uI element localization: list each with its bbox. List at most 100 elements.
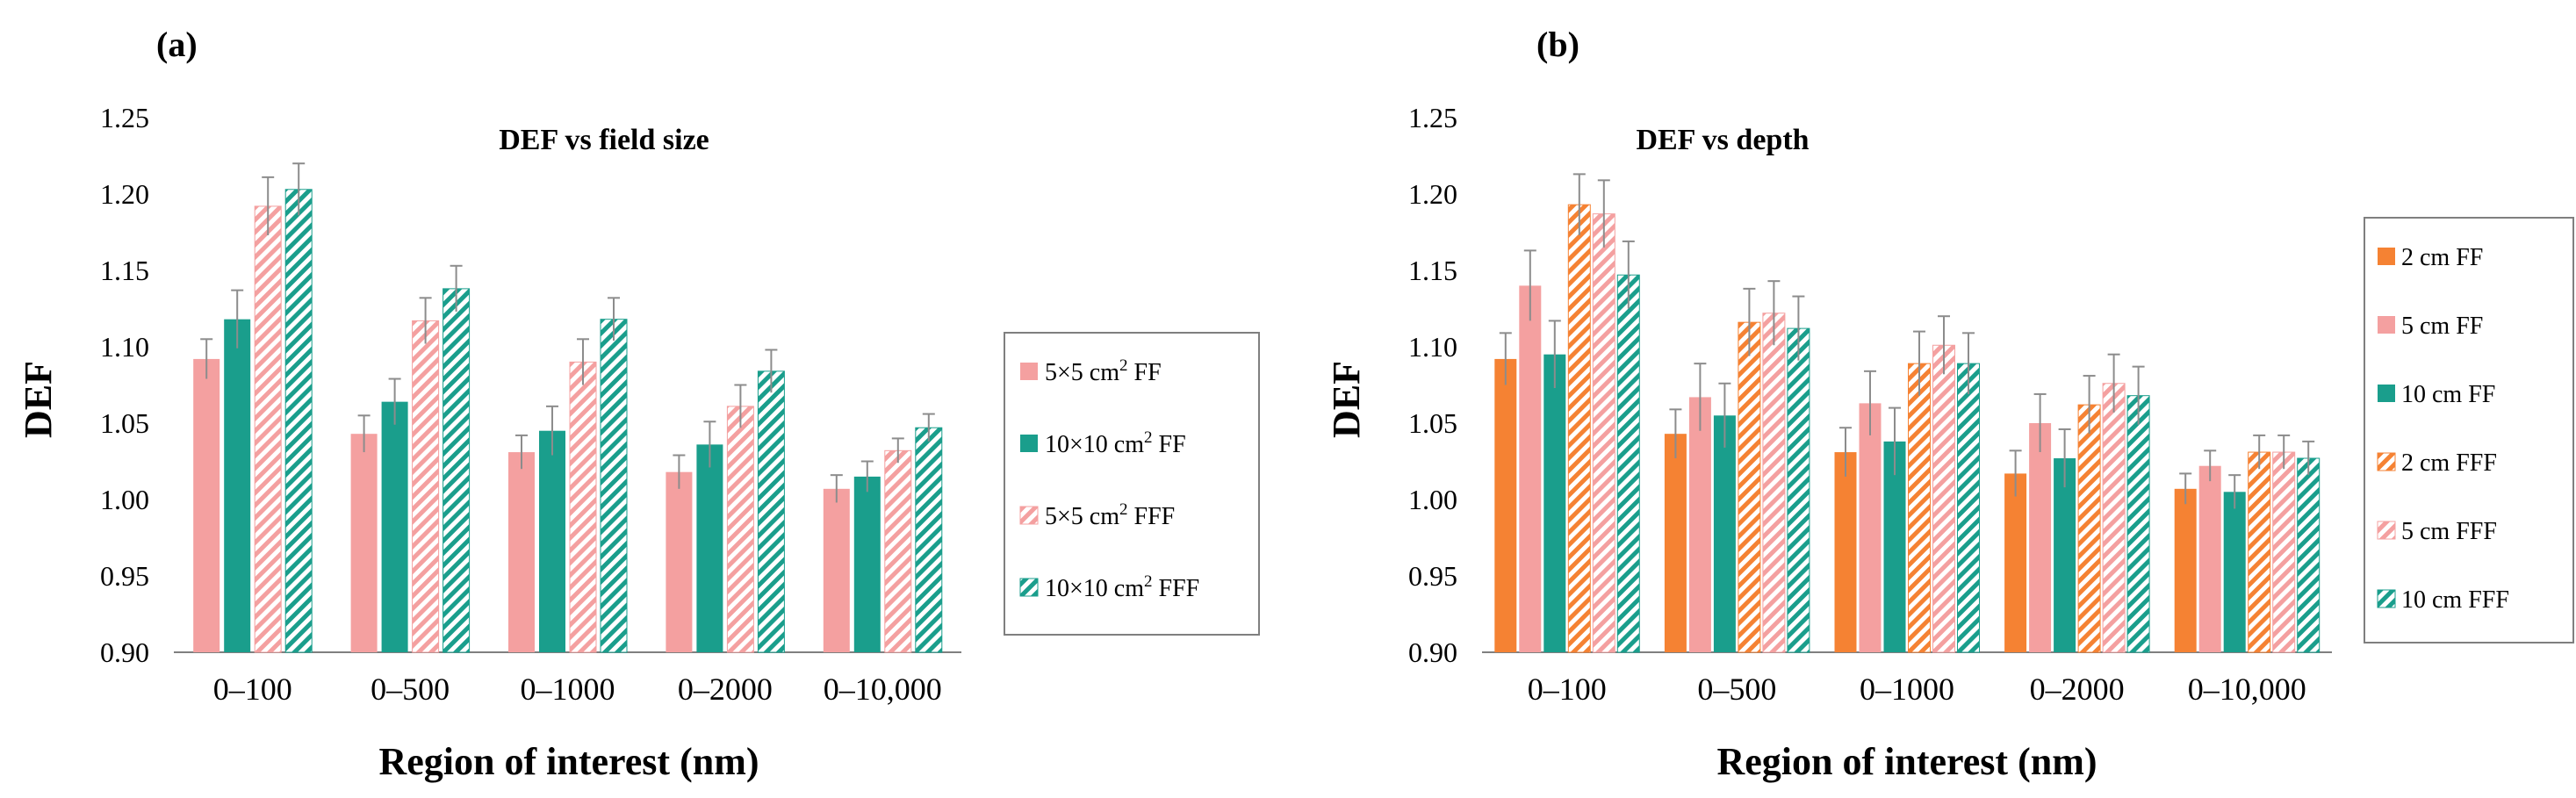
panel-b-bar [1883, 441, 1906, 652]
panel-a-y-tick-label: 1.10 [100, 331, 149, 363]
panel-b-bar [2102, 383, 2126, 653]
panel-b-bar [2054, 458, 2076, 652]
panel-b-legend-swatch [2377, 452, 2396, 471]
panel-b-legend-label-name: 5 cm FFF [2401, 518, 2497, 545]
panel-b-title: DEF vs depth [1636, 124, 1809, 156]
panel-b-bar [1859, 403, 1882, 652]
panel-a-y-tick-label: 1.00 [100, 484, 149, 515]
panel-b-y-tick-label: 1.15 [1408, 255, 1457, 286]
panel-b-legend-swatch [2377, 589, 2396, 608]
panel-b-legend-label: 2 cm FF [2401, 244, 2483, 271]
panel-a-label: (a) [156, 25, 198, 64]
panel-b-bar [1494, 358, 1517, 652]
panel-b-bar [2029, 423, 2052, 652]
panel-b-y-tick-label: 1.25 [1408, 102, 1457, 133]
panel-b-y-tick-label: 1.05 [1408, 407, 1457, 439]
panel-b-bars [1494, 173, 2321, 653]
panel-a-y-tick-label: 0.95 [100, 560, 149, 592]
panel-b-bar [2248, 451, 2271, 653]
panel-b-bar [1543, 354, 1566, 652]
panel-a-bar [915, 427, 943, 653]
panel-a-legend-label-name: 5×5 cm [1045, 503, 1119, 530]
panel-a-legend: 5×5 cm2 FF 10×10 cm 2 FF 5×5 cm2 FFF 10×10 c… [1004, 332, 1260, 636]
panel-a-bars [193, 162, 943, 653]
panel-b-bar [1519, 285, 1542, 652]
panel-b-bar [1908, 363, 1931, 653]
panel-a-legend-swatch [1019, 506, 1039, 525]
panel-b-legend-label: 10 cm FF [2401, 381, 2495, 408]
panel-a-legend-label-suffix: FF [1153, 431, 1186, 458]
panel-a-category-label: 0–2000 [678, 672, 773, 707]
panel-a-x-axis-title: Region of interest (nm) [379, 740, 759, 783]
panel-a-legend-label-suffix: FFF [1153, 575, 1200, 602]
panel-b-legend-label-name: 10 cm FF [2401, 381, 2495, 408]
panel-b-legend-label: 2 cm FFF [2401, 449, 2497, 477]
panel-b-legend-swatch [2377, 521, 2396, 540]
panel-b-label: (b) [1536, 25, 1579, 64]
panel-a-category-label: 0–10,000 [824, 672, 942, 707]
panel-a-category-label: 0–100 [213, 672, 292, 707]
panel-b-category-label: 0–500 [1697, 672, 1776, 707]
panel-a-bar [726, 406, 754, 653]
panel-a-legend-label-suffix: FFF [1128, 503, 1176, 530]
panel-b-y-tick-label: 1.20 [1408, 178, 1457, 210]
panel-a-bar [823, 488, 850, 652]
panel-b-bar [2126, 395, 2150, 653]
panel-b-y-tick-label: 0.90 [1408, 636, 1457, 668]
panel-b-bar [2223, 492, 2246, 652]
panel-a-bar [381, 401, 408, 652]
panel-b-bar [1738, 321, 1761, 653]
panel-a-legend-swatch [1019, 578, 1039, 597]
panel-a-legend-label-name: 5×5 cm [1045, 359, 1119, 386]
panel-b-bar [1592, 213, 1615, 653]
panel-b-legend-label-name: 2 cm FF [2401, 244, 2483, 271]
panel-a-bar [224, 319, 251, 652]
panel-b-bar [1713, 415, 1736, 652]
panel-b-legend-label-name: 5 cm FF [2401, 313, 2483, 340]
panel-a-bar [757, 370, 785, 653]
panel-b-bar [1567, 204, 1591, 653]
panel-a-y-tick-label: 1.20 [100, 178, 149, 210]
panel-a-legend-label-name: 10×10 cm [1045, 431, 1144, 458]
panel-a-bar [600, 319, 628, 653]
panel-a-y-axis-title: DEF [17, 361, 60, 438]
panel-b-bar [1932, 344, 1955, 653]
panel-a-legend-label: 5×5 cm2 FF [1045, 356, 1162, 386]
panel-b-x-axis-title: Region of interest (nm) [1717, 740, 2097, 783]
panel-a-bar [193, 358, 220, 652]
panel-a-bar [696, 444, 723, 652]
panel-b-bar [2272, 451, 2296, 653]
panel-a-legend-box [1004, 332, 1260, 636]
panel-a: (a) DEF vs field size DEF Region of inte… [17, 25, 1260, 783]
panel-a-title: DEF vs field size [499, 124, 709, 156]
panel-b-bar [1762, 313, 1786, 653]
panel-b-category-label: 0–2000 [2030, 672, 2125, 707]
panel-b-legend-label: 5 cm FF [2401, 313, 2483, 340]
panel-b-bar [2297, 457, 2321, 653]
panel-b-bar [2174, 488, 2197, 652]
panel-a-bar [443, 288, 471, 653]
panel-a-category-label: 0–500 [371, 672, 450, 707]
panel-a-legend-label-sup: 2 [1119, 500, 1128, 519]
panel-a-legend-label: 5×5 cm2 FFF [1045, 500, 1175, 530]
panel-a-category-label: 0–1000 [521, 672, 615, 707]
panel-b-legend-swatch [2378, 385, 2395, 402]
panel-a-bar [853, 476, 881, 652]
panel-a-legend-swatch [1020, 363, 1038, 380]
panel-b-bar [1688, 397, 1711, 652]
panel-b-y-tick-label: 1.00 [1408, 484, 1457, 515]
panel-b-y-tick-label: 1.10 [1408, 331, 1457, 363]
panel-a-y-tick-label: 1.25 [100, 102, 149, 133]
panel-a-bar [569, 361, 597, 653]
panel-a-bar [508, 452, 535, 652]
panel-b-category-label: 0–1000 [1860, 672, 1954, 707]
panel-a-y-ticks: 0.90 0.95 1.00 1.05 1.10 1.15 1.20 1.25 [100, 102, 961, 668]
panel-b-bar [2077, 404, 2101, 653]
panel-b-bar [1616, 274, 1640, 653]
panel-b-bar [2004, 473, 2027, 652]
panel-a-bar [884, 449, 912, 653]
panel-a-legend-label-name: 10×10 cm [1045, 575, 1144, 602]
panel-a-legend-label: 10×10 cm2 FFF [1045, 572, 1199, 602]
panel-a-legend-label-suffix: FF [1128, 359, 1162, 386]
